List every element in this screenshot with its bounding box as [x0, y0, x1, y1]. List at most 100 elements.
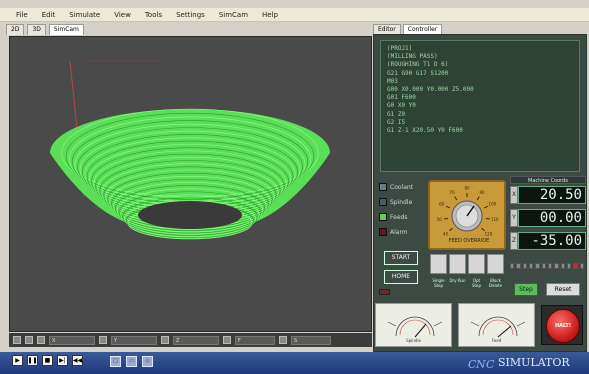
gcode-line: (MILLING PASS) [387, 53, 438, 61]
home-button[interactable]: HOME [384, 270, 418, 284]
readout-z: -35.00 [518, 232, 586, 250]
block-delete-key[interactable] [487, 254, 504, 274]
menu-simcam[interactable]: SimCam [218, 10, 249, 19]
step-button[interactable]: Step [514, 283, 538, 296]
key-label: Block Delete [488, 278, 503, 288]
dial-tick-label: 40 [443, 231, 449, 236]
gcode-line: M03 [387, 77, 398, 85]
menu-simulate[interactable]: Simulate [69, 10, 101, 19]
tab-2d[interactable]: 2D [6, 24, 25, 35]
step-icon[interactable]: ▶| [57, 355, 68, 366]
reset-button[interactable]: Reset [546, 283, 580, 296]
gcode-line: (PROJ1) [387, 45, 413, 52]
dial-tick [449, 227, 453, 232]
dial-tick [476, 196, 480, 201]
field-z: Z [173, 335, 219, 345]
dial-tick-label: 60 [439, 202, 445, 207]
dial-tick [484, 205, 489, 209]
right-tabs: Editor Controller [373, 24, 443, 35]
tab-3d[interactable]: 3D [27, 24, 46, 35]
menu-settings[interactable]: Settings [176, 10, 205, 19]
gcode-line: G2 I5 [387, 118, 406, 126]
start-button[interactable]: START [384, 251, 418, 265]
opt-stop-key[interactable] [468, 254, 485, 274]
field-f: F [235, 335, 275, 345]
menu-tools[interactable]: Tools [144, 10, 163, 19]
status-spindle: Spindle [379, 196, 427, 208]
field-z-icon [161, 336, 169, 344]
rewind-icon[interactable]: ◀◀ [72, 355, 83, 366]
feed-override-dial[interactable]: 40 50 60 70 80 90 100 110 120 FEED OVERRIDE [428, 180, 506, 250]
dial-tick-label: 70 [449, 190, 455, 195]
jog-slider-segment [510, 263, 515, 269]
view-tabs: 2D 3D SimCam [6, 24, 84, 35]
dial-tick-label: 50 [437, 217, 443, 222]
jog-slider-segment [522, 263, 527, 269]
grid-toggle-icon[interactable] [13, 336, 21, 344]
dial-tick-label: 80 [464, 186, 470, 191]
dial-tick [445, 205, 450, 209]
field-x-icon [37, 336, 45, 344]
menu-help[interactable]: Help [262, 10, 278, 19]
spindle-gauge: Spindle [375, 303, 452, 347]
toolpath-ring [118, 191, 262, 234]
viewport-status-bar: X Y Z F S [9, 333, 372, 347]
jog-rate-slider[interactable] [510, 262, 584, 270]
readout-y: 00.00 [518, 209, 586, 227]
gcode-line: G1 Z-1 X20.50 Y0 F600 [387, 127, 463, 135]
menu-view[interactable]: View [114, 10, 131, 19]
svg-text:C: C [486, 358, 495, 371]
gauges: Spindle Feed [375, 303, 539, 347]
svg-text:N: N [475, 358, 486, 371]
3d-viewport[interactable] [9, 36, 372, 332]
side-view-icon[interactable]: ▭ [126, 356, 137, 367]
pause-icon[interactable]: ❚❚ [27, 355, 38, 366]
brand-logo: C N C SIMULATOR [466, 356, 586, 372]
gcode-line: G01 F600 [387, 94, 416, 102]
toolpath-ring [122, 197, 258, 236]
tab-controller[interactable]: Controller [402, 24, 443, 35]
gcode-line: (ROUGHING T1 D 6) [387, 61, 449, 69]
gauge-dial-icon [387, 316, 443, 338]
coordinate-display: Machine Coords X 20.50 Y 00.00 Z -35.00 [510, 176, 586, 255]
gauge-dial-icon [470, 316, 526, 338]
field-s-icon [279, 336, 287, 344]
single-step-key[interactable] [430, 254, 447, 274]
dial-tick-label: 120 [485, 231, 493, 236]
field-y: Y [111, 335, 157, 345]
spindle-led-icon [379, 198, 387, 206]
tab-editor[interactable]: Editor [373, 24, 401, 35]
menu-file[interactable]: File [16, 10, 28, 19]
transport-controls: ▶ ❚❚ ■ ▶| ◀◀ [12, 355, 83, 366]
coolant-led-icon [379, 183, 387, 191]
jog-slider-segment [566, 263, 572, 269]
iso-view-icon[interactable]: ◇ [142, 356, 153, 367]
cone-bottom-opening [138, 201, 242, 229]
play-icon[interactable]: ▶ [12, 355, 23, 366]
status-alarm: Alarm [379, 226, 427, 238]
toolpath-ring [124, 200, 256, 237]
estop-led-icon [379, 289, 390, 295]
feed-gauge: Feed [458, 303, 535, 347]
toolpath-render [50, 60, 333, 240]
toolpath-ring [120, 194, 260, 235]
toolpath-ring [61, 108, 319, 198]
toolpath-ring [116, 188, 264, 233]
axes-toggle-icon[interactable] [25, 336, 33, 344]
gcode-line: G00 X0.000 Y0.000 Z5.000 [387, 86, 474, 94]
dial-tick-label: 100 [489, 202, 497, 207]
tab-simcam[interactable]: SimCam [48, 24, 84, 35]
top-view-icon[interactable]: □ [110, 356, 121, 367]
menu-edit[interactable]: Edit [41, 10, 56, 19]
status-feeds: Feeds [379, 211, 427, 223]
brand-text: SIMULATOR [498, 356, 570, 369]
halt-button[interactable]: HALT! [541, 305, 583, 345]
dial-tick [481, 227, 485, 232]
gcode-display[interactable]: (PROJ1) (MILLING PASS) (ROUGHING T1 D 6)… [380, 40, 580, 172]
status-lights: Coolant Spindle Feeds Alarm [379, 181, 427, 241]
field-s: S [291, 335, 331, 345]
stop-icon[interactable]: ■ [42, 355, 53, 366]
dry-run-key[interactable] [449, 254, 466, 274]
axis-y-label: Y [510, 209, 518, 227]
jog-slider-segment [541, 263, 546, 269]
